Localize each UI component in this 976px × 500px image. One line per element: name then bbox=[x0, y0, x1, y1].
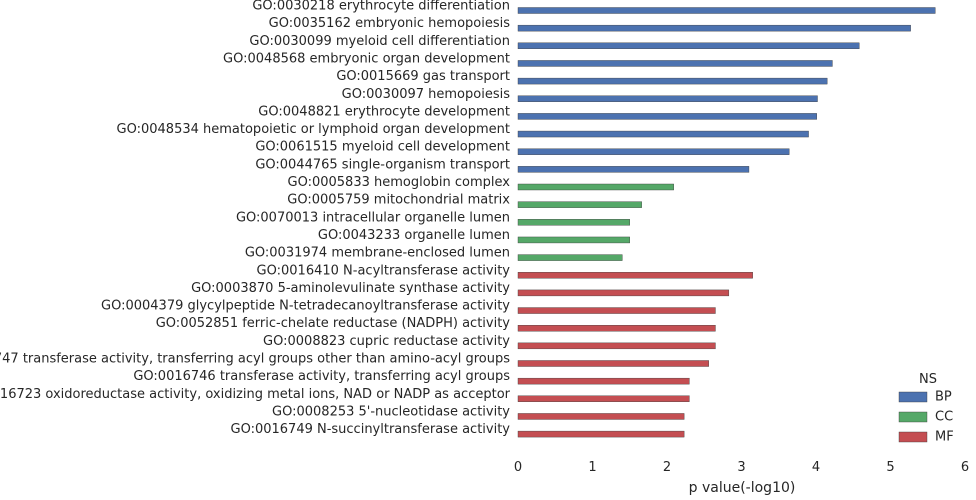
category-label: GO:0015669 gas transport bbox=[336, 69, 510, 84]
category-label: GO:0048534 hematopoietic or lymphoid org… bbox=[117, 122, 510, 137]
x-tick-label: 4 bbox=[812, 460, 820, 475]
category-label: GO:0005833 hemoglobin complex bbox=[288, 175, 511, 190]
bar-mf bbox=[517, 430, 685, 438]
x-axis-label: p value(-log10) bbox=[689, 480, 796, 496]
bar-bp bbox=[517, 77, 828, 85]
x-tick-label: 6 bbox=[961, 460, 969, 475]
category-label: GO:0052851 ferric-chelate reductase (NAD… bbox=[156, 316, 511, 331]
bar-bp bbox=[517, 148, 790, 155]
category-label: GO:0048568 embryonic organ development bbox=[223, 51, 510, 66]
category-label: GO:0035162 embryonic hemopoiesis bbox=[269, 16, 511, 31]
legend: NS BP CC MF bbox=[898, 372, 954, 445]
category-label: GO:0030218 erythrocyte differentiation bbox=[252, 0, 510, 14]
bar-cc bbox=[517, 183, 674, 191]
bar-mf bbox=[517, 360, 709, 367]
bar-cc bbox=[517, 201, 642, 208]
x-axis-ticks: 0 1 2 3 4 5 6 bbox=[514, 460, 969, 475]
legend-label-mf: MF bbox=[935, 430, 954, 445]
bar-mf bbox=[517, 342, 716, 350]
x-tick-label: 1 bbox=[588, 460, 596, 475]
bar-bp bbox=[517, 42, 860, 49]
category-label: GO:0070013 intracellular organelle lumen bbox=[236, 210, 510, 225]
legend-title: NS bbox=[919, 372, 937, 387]
category-label: GO:0016723 oxidoreductase activity, oxid… bbox=[0, 387, 511, 402]
legend-entries: BP CC MF bbox=[898, 390, 954, 445]
category-label: GO:0008253 5'-nucleotidase activity bbox=[272, 404, 510, 419]
category-label: GO:0048821 erythrocyte development bbox=[258, 104, 510, 119]
x-tick-label: 3 bbox=[737, 460, 745, 475]
category-label: GO:0008823 cupric reductase activity bbox=[263, 334, 510, 349]
category-label: GO:0004379 glycylpeptide N-tetradecanoyl… bbox=[101, 299, 510, 314]
bar-mf bbox=[517, 413, 685, 420]
category-label: GO:0030099 myeloid cell differentiation bbox=[249, 34, 510, 49]
category-label: GO:0016749 N-succinyltransferase activit… bbox=[231, 422, 511, 437]
x-tick-label: 2 bbox=[663, 460, 671, 475]
bar-mf bbox=[517, 325, 716, 332]
bar-cc bbox=[517, 219, 630, 226]
bar-mf bbox=[517, 377, 690, 385]
legend-swatch-bp bbox=[898, 391, 928, 403]
bar-bp bbox=[517, 95, 818, 102]
category-label: GO:0016747 transferase activity, transfe… bbox=[0, 352, 510, 367]
category-label: GO:0003870 5-aminolevulinate synthase ac… bbox=[191, 281, 510, 296]
category-labels: GO:0030218 erythrocyte differentiation GO… bbox=[0, 0, 511, 437]
category-label: GO:0005759 mitochondrial matrix bbox=[287, 193, 510, 208]
x-tick-label: 5 bbox=[886, 460, 894, 475]
bar-mf bbox=[517, 395, 690, 402]
category-label: GO:0016746 transferase activity, transfe… bbox=[133, 369, 510, 384]
bar-mf bbox=[517, 272, 753, 279]
bar-bp bbox=[517, 166, 750, 173]
category-label: GO:0061515 myeloid cell development bbox=[255, 140, 510, 155]
bar-mf bbox=[517, 289, 730, 297]
bar-bp bbox=[517, 130, 809, 138]
legend-label-bp: BP bbox=[935, 390, 952, 405]
legend-swatch-cc bbox=[898, 411, 928, 423]
legend-label-cc: CC bbox=[935, 410, 953, 425]
bar-bp bbox=[517, 7, 936, 14]
bar-mf bbox=[517, 307, 716, 314]
bar-bp bbox=[517, 113, 817, 120]
legend-swatch-mf bbox=[898, 431, 928, 443]
category-label: GO:0044765 single-organism transport bbox=[255, 157, 510, 172]
category-label: GO:0043233 organelle lumen bbox=[318, 228, 510, 243]
category-label: GO:0031974 membrane-enclosed lumen bbox=[245, 246, 510, 261]
category-label: GO:0016410 N-acyltransferase activity bbox=[257, 263, 511, 278]
bars bbox=[517, 7, 936, 438]
bar-cc bbox=[517, 236, 630, 244]
bar-bp bbox=[517, 24, 911, 32]
category-label: GO:0030097 hemopoiesis bbox=[342, 87, 511, 102]
bar-cc bbox=[517, 254, 623, 261]
bar-bp bbox=[517, 60, 833, 67]
x-tick-label: 0 bbox=[514, 460, 522, 475]
